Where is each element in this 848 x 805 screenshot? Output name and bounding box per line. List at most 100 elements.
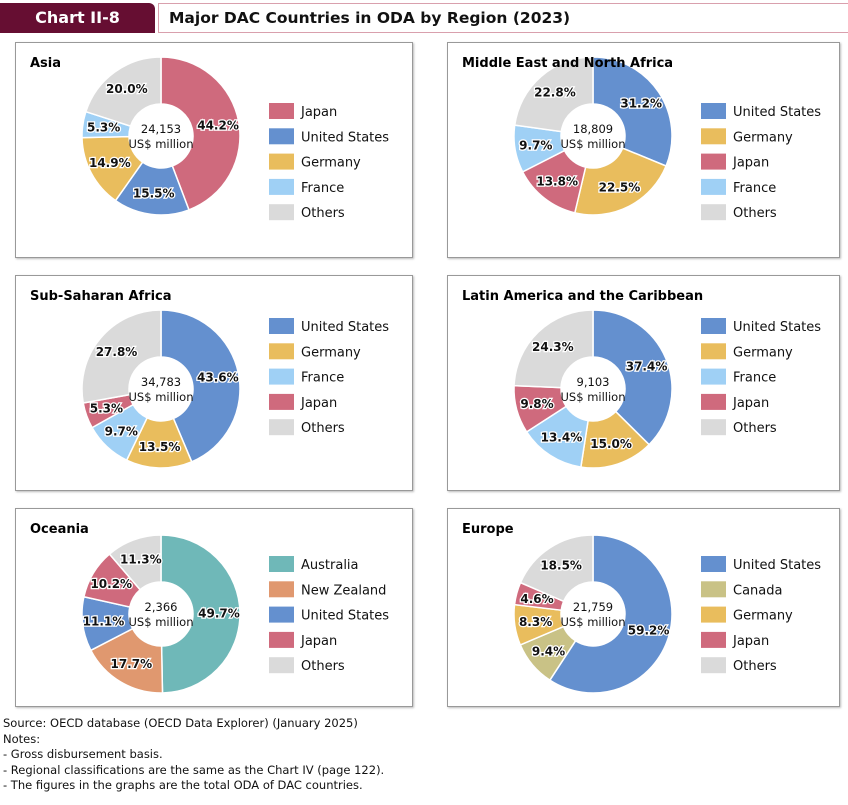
notes: Source: OECD database (OECD Data Explore… (3, 716, 384, 794)
donut-chart: 59.2% United States 9.4% Canada 8.3% Germany 4… (513, 534, 821, 694)
data-label: 20.0% (106, 82, 148, 96)
legend-label: United States (301, 130, 389, 145)
legend-label: Germany (733, 609, 793, 624)
legend-label: United States (301, 609, 389, 624)
center-total-label: 24,153 (141, 122, 181, 136)
legend-label: Others (733, 421, 777, 436)
donut-slice (160, 56, 241, 211)
legend-label: France (301, 181, 344, 196)
legend-swatch (701, 128, 726, 145)
legend-label: France (733, 371, 776, 386)
data-label: 9.7% (105, 424, 138, 438)
legend-label: Japan (732, 634, 769, 649)
donut-slice (81, 309, 162, 404)
legend-swatch (269, 657, 294, 674)
center-total-label: 2,366 (145, 600, 178, 614)
note-item: - Gross disbursement basis. (3, 747, 163, 761)
donut-chart: 43.6% United States 13.5% Germany 9.7% France… (81, 309, 389, 469)
data-label: 44.2% (197, 119, 239, 133)
legend-label: United States (301, 320, 389, 335)
legend-swatch (269, 318, 294, 334)
legend-swatch (269, 368, 294, 385)
donut-slice (592, 309, 673, 446)
data-label: 9.7% (519, 139, 552, 153)
chart-number-tag: Chart II-8 (0, 3, 155, 33)
donut-panel: 37.4% United States 15.0% Germany 13.4% Franc… (447, 275, 840, 491)
center-total-label: 9,103 (577, 375, 610, 389)
data-label: 27.8% (96, 345, 138, 359)
panel-title: Middle East and North Africa (462, 56, 674, 71)
data-label: 17.7% (110, 657, 152, 671)
legend-swatch (701, 419, 726, 436)
center-total-label: US$ million (561, 137, 626, 151)
legend-label: Others (733, 206, 777, 221)
legend-swatch (269, 393, 294, 410)
donut-slice (513, 309, 594, 389)
center-total-label: US$ million (129, 615, 194, 629)
legend-swatch (701, 318, 726, 334)
legend-swatch (701, 178, 726, 195)
data-label: 18.5% (540, 559, 582, 573)
center-total-label: US$ million (129, 137, 194, 151)
data-label: 8.3% (519, 615, 552, 629)
data-label: 13.8% (536, 175, 578, 189)
data-label: 15.0% (590, 437, 632, 451)
data-label: 37.4% (626, 360, 668, 374)
data-label: 5.3% (90, 402, 123, 416)
data-label: 15.5% (133, 187, 175, 201)
legend-swatch (269, 606, 294, 623)
legend-swatch (701, 581, 726, 598)
legend-label: Others (301, 421, 345, 436)
data-label: 24.3% (532, 340, 574, 354)
chart-title: Major DAC Countries in ODA by Region (20… (158, 3, 848, 33)
data-label: 59.2% (628, 624, 670, 638)
legend-swatch (269, 128, 294, 145)
legend-swatch (701, 343, 726, 360)
donut-slice (84, 56, 162, 128)
donut-panel: 31.2% United States 22.5% Germany 13.8% Japan… (447, 42, 840, 258)
legend-swatch (701, 657, 726, 674)
data-label: 22.8% (534, 85, 576, 99)
center-total-label: US$ million (129, 390, 194, 404)
legend-swatch (701, 204, 726, 221)
donut-chart: 49.7% Australia 17.7% New Zealand 11.1% Unite… (81, 534, 389, 694)
note-item: - Regional classifications are the same … (3, 762, 385, 777)
legend-label: Germany (733, 130, 793, 145)
legend-swatch (701, 606, 726, 623)
data-label: 10.2% (90, 577, 132, 591)
legend-label: Canada (733, 583, 782, 598)
donut-slice (573, 147, 668, 216)
donut-panel: 49.7% Australia 17.7% New Zealand 11.1% Unite… (15, 508, 413, 707)
legend-label: Japan (300, 634, 337, 649)
donut-slice (160, 309, 241, 463)
note-item: - The figures in the graphs are the tota… (3, 778, 363, 792)
panel-title: Asia (30, 56, 62, 71)
legend-swatch (701, 393, 726, 410)
center-total-label: US$ million (561, 615, 626, 629)
data-label: 14.9% (89, 156, 131, 170)
legend-swatch (701, 631, 726, 648)
data-label: 9.8% (520, 397, 553, 411)
donut-slice (108, 534, 162, 591)
legend-label: United States (733, 558, 821, 573)
donut-chart: 44.2% Japan 15.5% United States 14.9% Germany… (81, 56, 389, 221)
data-label: 49.7% (198, 606, 240, 620)
legend-swatch (269, 581, 294, 598)
donut-chart: 31.2% United States 22.5% Germany 13.8% Japan… (513, 56, 821, 221)
data-label: 22.5% (599, 181, 641, 195)
legend-label: Australia (301, 558, 359, 573)
center-total-label: 34,783 (141, 375, 181, 389)
legend-swatch (701, 153, 726, 170)
legend-swatch (269, 556, 294, 572)
center-total-label: US$ million (561, 390, 626, 404)
donut-slice (513, 56, 594, 133)
legend-label: Japan (732, 156, 769, 171)
donut-panel: 59.2% United States 9.4% Canada 8.3% Germany 4… (447, 508, 840, 707)
legend-label: New Zealand (301, 583, 386, 598)
data-label: 13.5% (139, 440, 181, 454)
panel-title: Latin America and the Caribbean (462, 289, 704, 304)
data-label: 4.6% (520, 592, 553, 606)
panel-title: Sub-Saharan Africa (30, 289, 172, 304)
legend-swatch (701, 368, 726, 385)
legend-swatch (269, 631, 294, 648)
